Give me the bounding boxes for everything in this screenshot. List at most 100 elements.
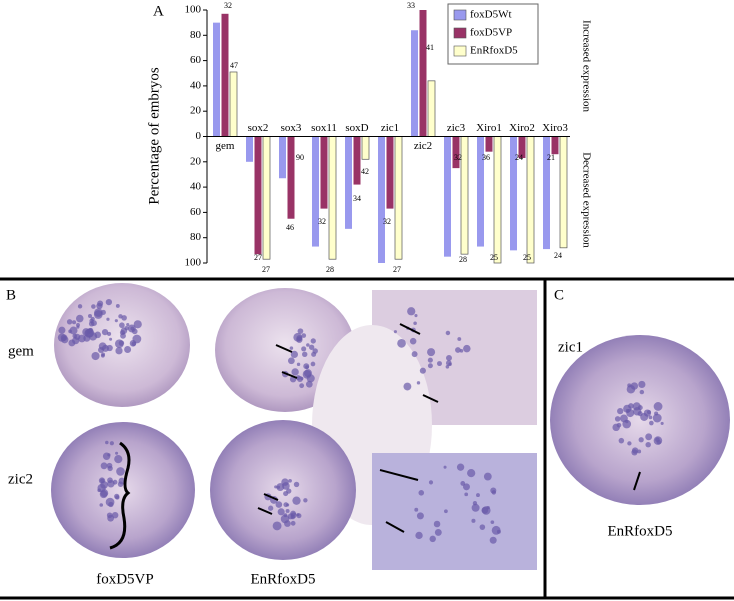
bar [262, 136, 271, 260]
stain-dot [287, 513, 294, 520]
stain-dot [645, 441, 651, 448]
stain-dot [291, 368, 299, 376]
stain-dot [626, 385, 636, 394]
stain-dot [476, 493, 480, 498]
bar [246, 136, 253, 162]
stain-dot [105, 298, 113, 306]
stain-dot [126, 322, 130, 327]
stain-dot [91, 304, 96, 309]
stain-dot [98, 342, 107, 351]
stain-dot [99, 503, 104, 507]
legend: foxD5Wt foxD5VP EnRfoxD5 [447, 3, 539, 65]
bar [221, 13, 229, 137]
stain-dot [87, 313, 93, 318]
stain-dot [277, 508, 285, 516]
stain-dot [99, 490, 108, 499]
stain-dot [444, 509, 448, 514]
stain-dot [114, 455, 123, 464]
stain-dot [490, 520, 495, 525]
stain-dot [275, 501, 283, 508]
x-tick-label: Xiro1 [476, 122, 502, 134]
stain-dot [308, 344, 315, 350]
stain-dot [310, 338, 316, 344]
stain-dot [115, 495, 120, 500]
y-tick-label: 60 [190, 206, 202, 218]
stain-dot [434, 528, 442, 536]
stain-dot [455, 347, 461, 353]
stain-dot [119, 322, 125, 329]
stain-dot [130, 326, 135, 331]
stain-dot [131, 341, 136, 347]
y-tick-label: 80 [190, 29, 202, 41]
stain-dot [302, 370, 312, 379]
stain-dot [407, 307, 416, 316]
stain-dot [107, 465, 113, 472]
bar [353, 136, 361, 185]
stain-dot [306, 343, 310, 347]
legend-swatch [453, 27, 467, 39]
row-label: zic1 [558, 339, 583, 355]
stain-dot [393, 330, 397, 334]
x-tick-label: sox3 [281, 122, 302, 134]
stain-dot [72, 337, 80, 345]
stain-dot [289, 346, 294, 350]
brace [109, 441, 131, 550]
stain-dot [97, 488, 101, 493]
stain-dot [471, 503, 480, 512]
stain-dot [414, 314, 418, 318]
stain-dot [296, 362, 301, 367]
stain-dot [618, 437, 625, 444]
annotation: 28 [326, 265, 334, 274]
stain-dot [292, 496, 301, 505]
stain-dot [310, 361, 316, 367]
column-label: EnRfoxD5 [608, 523, 673, 539]
legend-swatch [453, 9, 467, 21]
stain-dot [100, 353, 105, 358]
y-tick-label: 100 [185, 4, 202, 16]
stain-dot [622, 419, 632, 429]
bar [493, 136, 502, 264]
stain-dot [107, 331, 112, 336]
stain-dot [628, 403, 634, 409]
x-tick-label: soxD [345, 122, 368, 134]
stain-dot [101, 329, 109, 336]
bar [543, 136, 550, 250]
stain-dot [283, 502, 289, 508]
bar [229, 71, 238, 137]
stain-dot [409, 337, 417, 345]
stain-dot [120, 332, 126, 339]
panel-label: A [153, 3, 164, 19]
bar [287, 136, 295, 219]
annotation: 34 [353, 194, 361, 203]
embryo [550, 335, 730, 505]
stain-dot [416, 512, 424, 520]
x-tick-label: zic1 [381, 122, 399, 134]
x-tick-label: sox11 [311, 122, 337, 134]
stain-dot [90, 316, 95, 322]
stain-dot [616, 422, 622, 428]
stain-dot [305, 380, 313, 388]
stain-dot [462, 483, 470, 491]
stain-dot [490, 487, 497, 494]
stain-dot [115, 451, 119, 455]
bar [452, 136, 460, 169]
bar [419, 10, 427, 137]
annotation: 27 [393, 265, 401, 274]
annotation: 32 [383, 217, 391, 226]
stain-dot [460, 481, 466, 486]
stain-dot [397, 339, 406, 348]
bar [411, 30, 418, 137]
stain-dot [428, 480, 434, 485]
bar [444, 136, 451, 257]
stain-dot [98, 477, 106, 484]
y-tick-label: 40 [190, 79, 202, 91]
stain-dot [481, 506, 491, 515]
stain-dot [413, 321, 417, 326]
x-tick-label: Xiro2 [509, 122, 535, 134]
stain-dot [656, 440, 661, 445]
stain-dot [471, 518, 476, 523]
legend-label: foxD5Wt [470, 9, 512, 21]
stain-dot [288, 478, 292, 483]
y-tick-label: 60 [190, 54, 202, 66]
bar [345, 136, 352, 229]
